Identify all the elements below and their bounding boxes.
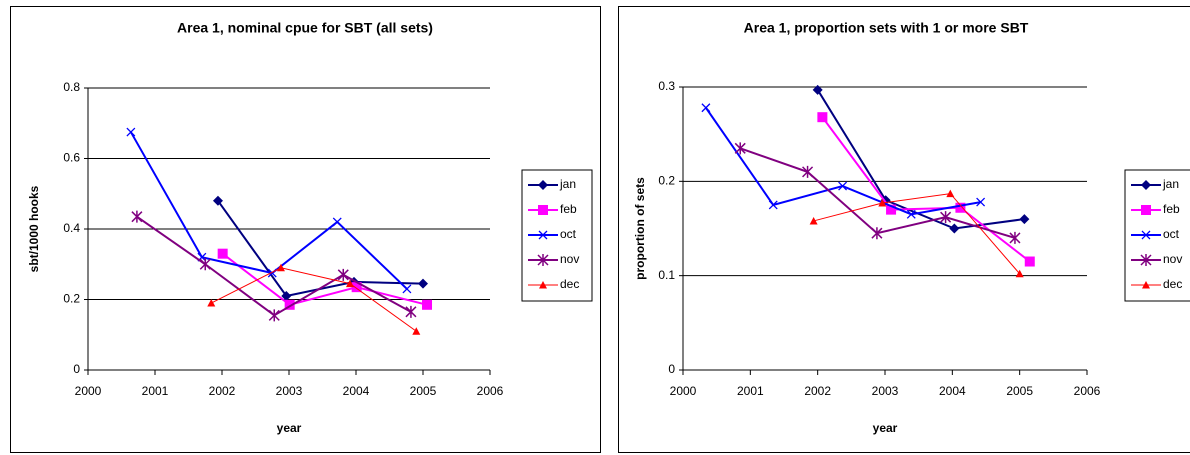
marker [405,305,417,318]
x-tick-label: 2002 [804,384,831,398]
marker [199,258,211,271]
marker [422,299,433,310]
marker [402,284,412,294]
y-tick-label: 0.8 [63,80,80,94]
marker [207,299,216,307]
x-tick-label: 2001 [737,384,764,398]
x-tick-label: 2005 [410,384,437,398]
x-tick-label: 2001 [142,384,169,398]
marker [538,205,548,215]
chart-frame [618,6,1190,453]
legend-label: feb [1163,202,1180,216]
marker [351,282,362,293]
marker [949,223,960,234]
marker [217,248,228,259]
marker [802,165,814,178]
marker [838,181,848,191]
marker [418,278,428,289]
marker [538,230,548,240]
marker [768,200,778,210]
series-line [211,267,417,332]
y-tick-label: 0 [73,362,80,376]
series-line [816,89,1025,230]
y-axis-label: sbt/1000 hooks [27,185,41,272]
marker [276,263,285,272]
x-tick-label: 2006 [477,384,504,398]
series-line [821,116,1031,263]
x-tick-label: 2000 [75,384,102,398]
x-tick-label: 2005 [1006,384,1033,398]
y-tick-label: 0.2 [658,174,675,188]
y-tick-label: 0.4 [63,221,80,235]
y-axis-label: proportion of sets [633,177,647,280]
marker [1019,214,1030,225]
marker [871,227,883,240]
x-tick-label: 2004 [939,384,966,398]
legend-label: dec [1163,277,1182,291]
y-tick-label: 0.1 [658,268,675,282]
marker [886,204,897,215]
marker [734,142,746,155]
marker [345,279,354,288]
marker [126,127,136,137]
marker [976,197,986,207]
legend-label: jan [1162,177,1179,191]
y-tick-label: 0.3 [658,79,675,93]
marker [412,327,421,335]
marker [1142,281,1150,289]
marker [878,199,887,207]
marker [955,202,966,213]
marker [1009,231,1021,244]
legend-label: dec [560,277,579,291]
marker [946,189,955,198]
marker [1141,205,1151,215]
legend-label: jan [559,177,576,191]
marker [268,309,280,322]
marker [906,209,916,219]
marker [701,103,711,113]
y-tick-label: 0.2 [63,292,80,306]
marker [817,112,828,123]
x-tick-label: 2006 [1074,384,1101,398]
series-line [222,252,428,306]
marker [537,254,549,266]
marker [281,290,292,301]
marker [539,281,547,289]
chart-title: Area 1, proportion sets with 1 or more S… [744,20,1029,36]
legend-label: nov [560,252,579,266]
legend-label: feb [560,202,577,216]
chart-title: Area 1, nominal cpue for SBT (all sets) [177,20,433,36]
marker [809,216,818,225]
y-tick-label: 0.6 [63,151,80,165]
marker [131,210,143,223]
y-tick-label: 0 [668,362,675,376]
x-axis-label: year [277,421,302,435]
x-tick-label: 2003 [872,384,899,398]
marker [1141,230,1151,240]
marker [1140,254,1152,266]
x-tick-label: 2003 [276,384,303,398]
legend-label: oct [1163,227,1180,241]
marker [284,299,295,310]
legend-label: oct [560,227,577,241]
marker [332,217,342,227]
x-tick-label: 2004 [343,384,370,398]
marker [1015,269,1024,278]
marker [1024,256,1035,267]
marker [538,180,548,190]
marker [940,211,952,224]
legend-label: nov [1163,252,1182,266]
x-tick-label: 2002 [209,384,236,398]
series-line [813,193,1021,275]
x-tick-label: 2000 [670,384,697,398]
marker [1141,180,1151,190]
marker [212,195,223,206]
x-axis-label: year [873,421,898,435]
marker [812,84,823,95]
marker [337,268,349,281]
